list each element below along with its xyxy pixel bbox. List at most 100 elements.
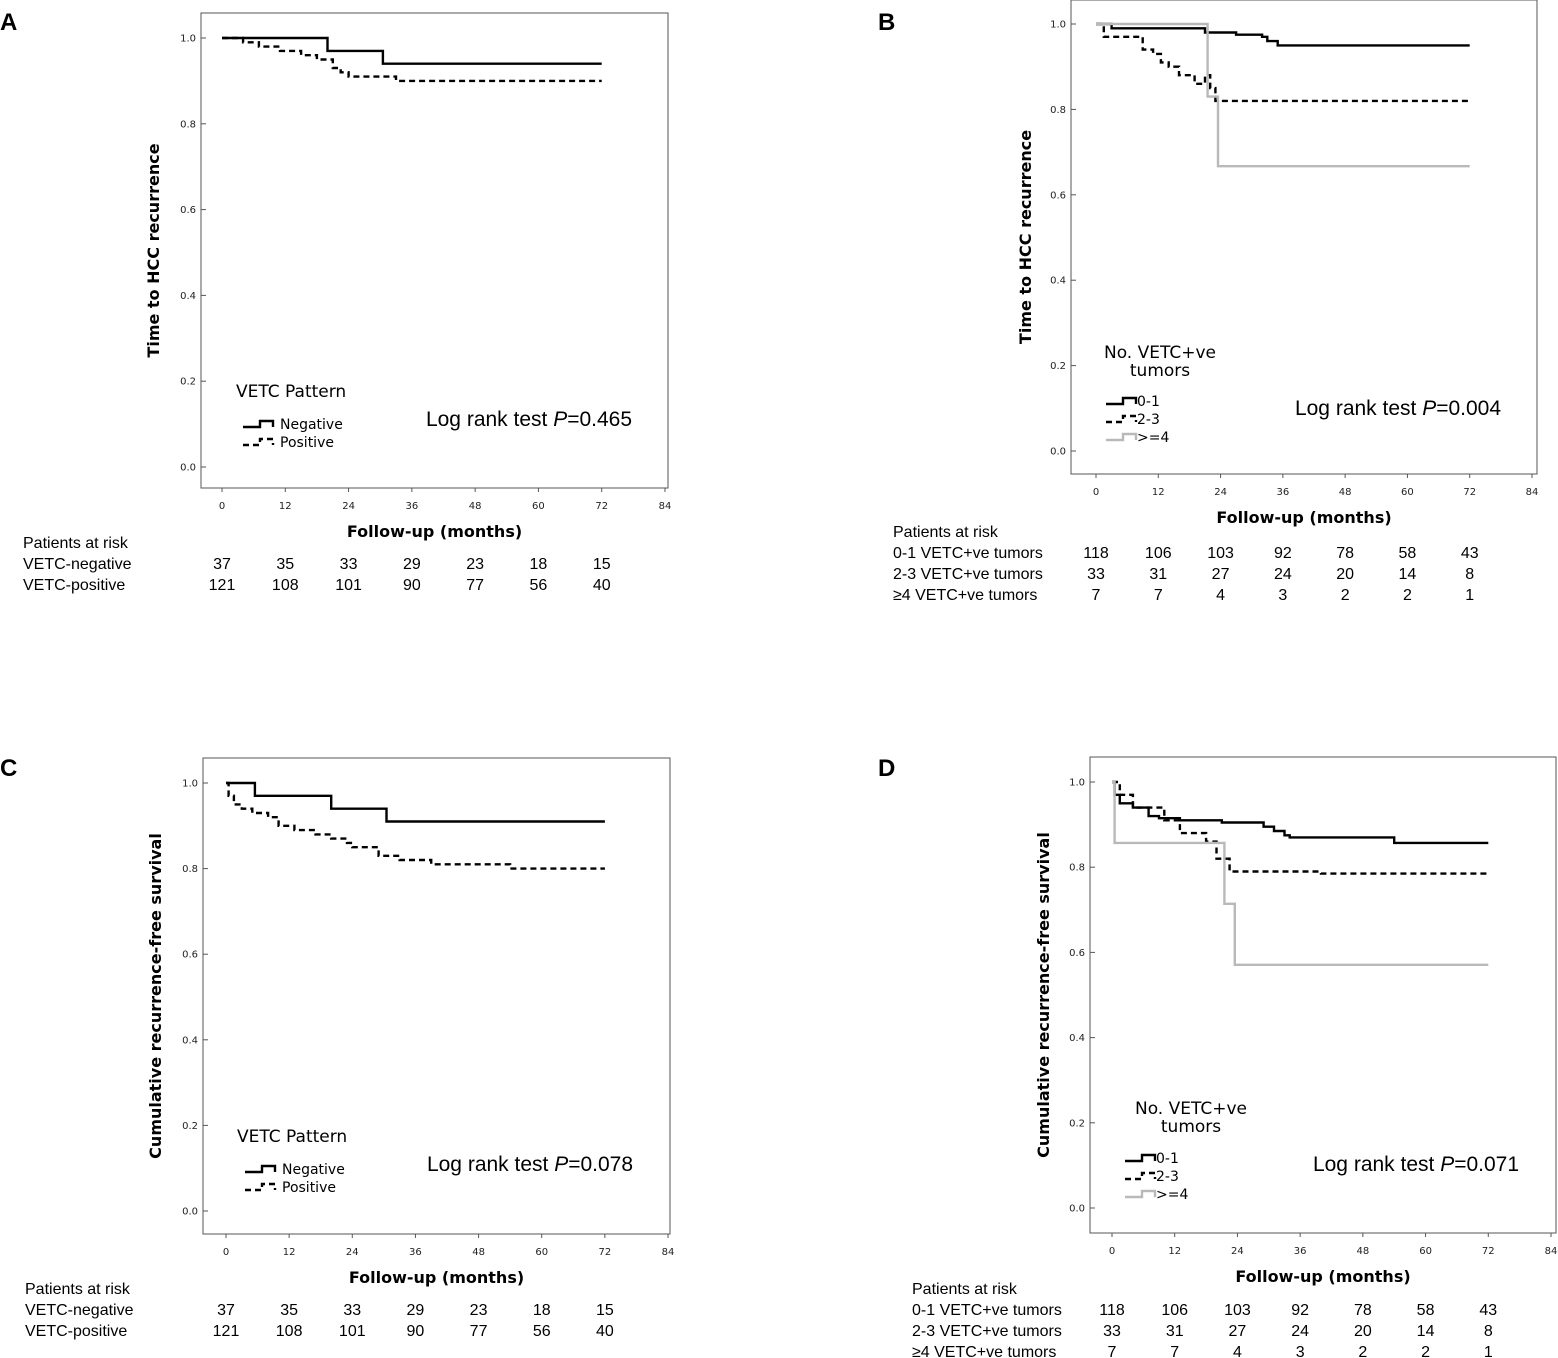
risk-cell: 7 — [1170, 1344, 1179, 1358]
legend-entry: >=4 — [1156, 1187, 1188, 1203]
risk-table-title: Patients at risk — [23, 535, 129, 552]
risk-table-title: Patients at risk — [912, 1281, 1018, 1298]
y-tick-label: 0.4 — [1050, 276, 1066, 287]
risk-cell: 37 — [213, 556, 231, 573]
y-tick-label: 0.6 — [180, 205, 196, 216]
risk-cell: 106 — [1145, 545, 1172, 562]
risk-cell: 29 — [403, 556, 421, 573]
x-tick-label: 0 — [219, 501, 225, 512]
legend-swatch-0 — [1106, 396, 1138, 406]
legend-title: No. VETC+ve — [1104, 343, 1216, 363]
y-axis-label: Time to HCC recurrence — [1016, 130, 1035, 344]
legend-entry: >=4 — [1137, 430, 1169, 446]
risk-cell: 106 — [1161, 1302, 1188, 1319]
y-tick-label: 0.0 — [1069, 1204, 1085, 1215]
risk-cell: 31 — [1149, 566, 1167, 583]
p-symbol: P — [554, 1153, 568, 1176]
y-tick-label: 0.2 — [1069, 1118, 1085, 1129]
series-line-0 — [1096, 22, 1470, 47]
risk-cell: 29 — [407, 1302, 425, 1319]
plot-frame — [200, 12, 669, 489]
logrank-label: Log rank test — [1295, 397, 1422, 420]
legend-swatch-1 — [243, 437, 275, 447]
risk-cell: 103 — [1224, 1302, 1251, 1319]
risk-cell: 77 — [466, 577, 484, 594]
x-axis-label: Follow-up (months) — [347, 522, 522, 541]
series-line-1 — [222, 36, 602, 83]
risk-cell: 27 — [1229, 1323, 1247, 1340]
panel-c: C 0.0 0.2 0.4 0.6 0.8 1.0 0 12 24 36 48 60 72 84 Follow… — [0, 755, 674, 1340]
risk-cell: 15 — [593, 556, 611, 573]
panel-letter: C — [0, 755, 17, 782]
legend-entry: 2-3 — [1137, 412, 1160, 428]
risk-cell: 101 — [339, 1323, 366, 1340]
risk-cell: 43 — [1461, 545, 1479, 562]
y-tick-label: 0.0 — [1050, 447, 1066, 458]
x-tick-label: 0 — [1093, 487, 1099, 498]
x-tick-label: 12 — [283, 1247, 296, 1258]
risk-cell: 78 — [1336, 545, 1354, 562]
risk-cell: 2 — [1341, 587, 1350, 604]
logrank-annotation: Log rank test P=0.465 — [426, 408, 632, 431]
legend-entry: Positive — [280, 435, 334, 451]
risk-cell: 14 — [1417, 1323, 1435, 1340]
x-tick-label: 72 — [1463, 487, 1476, 498]
risk-cell: 33 — [343, 1302, 361, 1319]
risk-cell: 92 — [1274, 545, 1292, 562]
x-tick-label: 36 — [1294, 1246, 1307, 1257]
logrank-label: Log rank test — [1313, 1153, 1440, 1176]
plot-frame — [1089, 756, 1557, 1234]
legend-entry: Negative — [282, 1162, 345, 1178]
y-tick-label: 1.0 — [182, 779, 198, 790]
x-tick-label: 36 — [405, 501, 418, 512]
y-tick-label: 0.8 — [1069, 863, 1085, 874]
x-axis-label: Follow-up (months) — [349, 1268, 524, 1287]
x-tick-label: 84 — [662, 1247, 675, 1258]
legend-title: tumors — [1161, 1117, 1221, 1137]
risk-cell: 58 — [1417, 1302, 1435, 1319]
p-value: =0.004 — [1436, 397, 1501, 420]
logrank-label: Log rank test — [427, 1153, 554, 1176]
panel-letter: D — [878, 755, 895, 782]
risk-cell: 37 — [217, 1302, 235, 1319]
legend-title: VETC Pattern — [236, 382, 346, 402]
x-tick-label: 48 — [1339, 487, 1352, 498]
risk-cell: 78 — [1354, 1302, 1372, 1319]
risk-cell: 90 — [407, 1323, 425, 1340]
y-tick-label: 0.8 — [180, 119, 196, 130]
risk-cell: 3 — [1278, 587, 1287, 604]
risk-row-label: VETC-negative — [23, 556, 132, 573]
series-line-2 — [1096, 22, 1470, 168]
risk-cell: 24 — [1274, 566, 1292, 583]
x-tick-label: 36 — [409, 1247, 422, 1258]
legend-swatch-0 — [245, 1164, 277, 1174]
legend-swatch-2 — [1106, 432, 1138, 442]
risk-cell: 20 — [1354, 1323, 1372, 1340]
y-axis-label: Time to HCC recurrence — [144, 143, 163, 357]
x-tick-label: 24 — [1214, 487, 1227, 498]
x-tick-label: 12 — [1168, 1246, 1181, 1257]
y-axis-label: Cumulative recurrence-free survival — [1034, 832, 1053, 1158]
y-tick-label: 0.8 — [1050, 105, 1066, 116]
risk-cell: 1 — [1465, 587, 1474, 604]
risk-row-label: VETC-positive — [23, 577, 125, 594]
legend-entry: Positive — [282, 1180, 336, 1196]
legend-title: No. VETC+ve — [1135, 1099, 1247, 1119]
risk-cell: 14 — [1399, 566, 1417, 583]
y-tick-label: 1.0 — [1069, 778, 1085, 789]
legend-swatch-0 — [1125, 1153, 1157, 1163]
y-tick-label: 0.2 — [1050, 361, 1066, 372]
risk-cell: 23 — [466, 556, 484, 573]
risk-table-title: Patients at risk — [25, 1281, 131, 1298]
y-tick-label: 0.2 — [182, 1121, 198, 1132]
logrank-annotation: Log rank test P=0.071 — [1313, 1153, 1519, 1176]
y-tick-label: 0.4 — [182, 1035, 198, 1046]
x-tick-label: 48 — [1356, 1246, 1369, 1257]
legend-swatch-1 — [1125, 1171, 1157, 1181]
risk-cell: 33 — [1087, 566, 1105, 583]
x-tick-label: 48 — [469, 501, 482, 512]
risk-cell: 4 — [1233, 1344, 1242, 1358]
risk-cell: 33 — [1103, 1323, 1121, 1340]
risk-cell: 40 — [593, 577, 611, 594]
risk-row-label: VETC-positive — [25, 1323, 127, 1340]
